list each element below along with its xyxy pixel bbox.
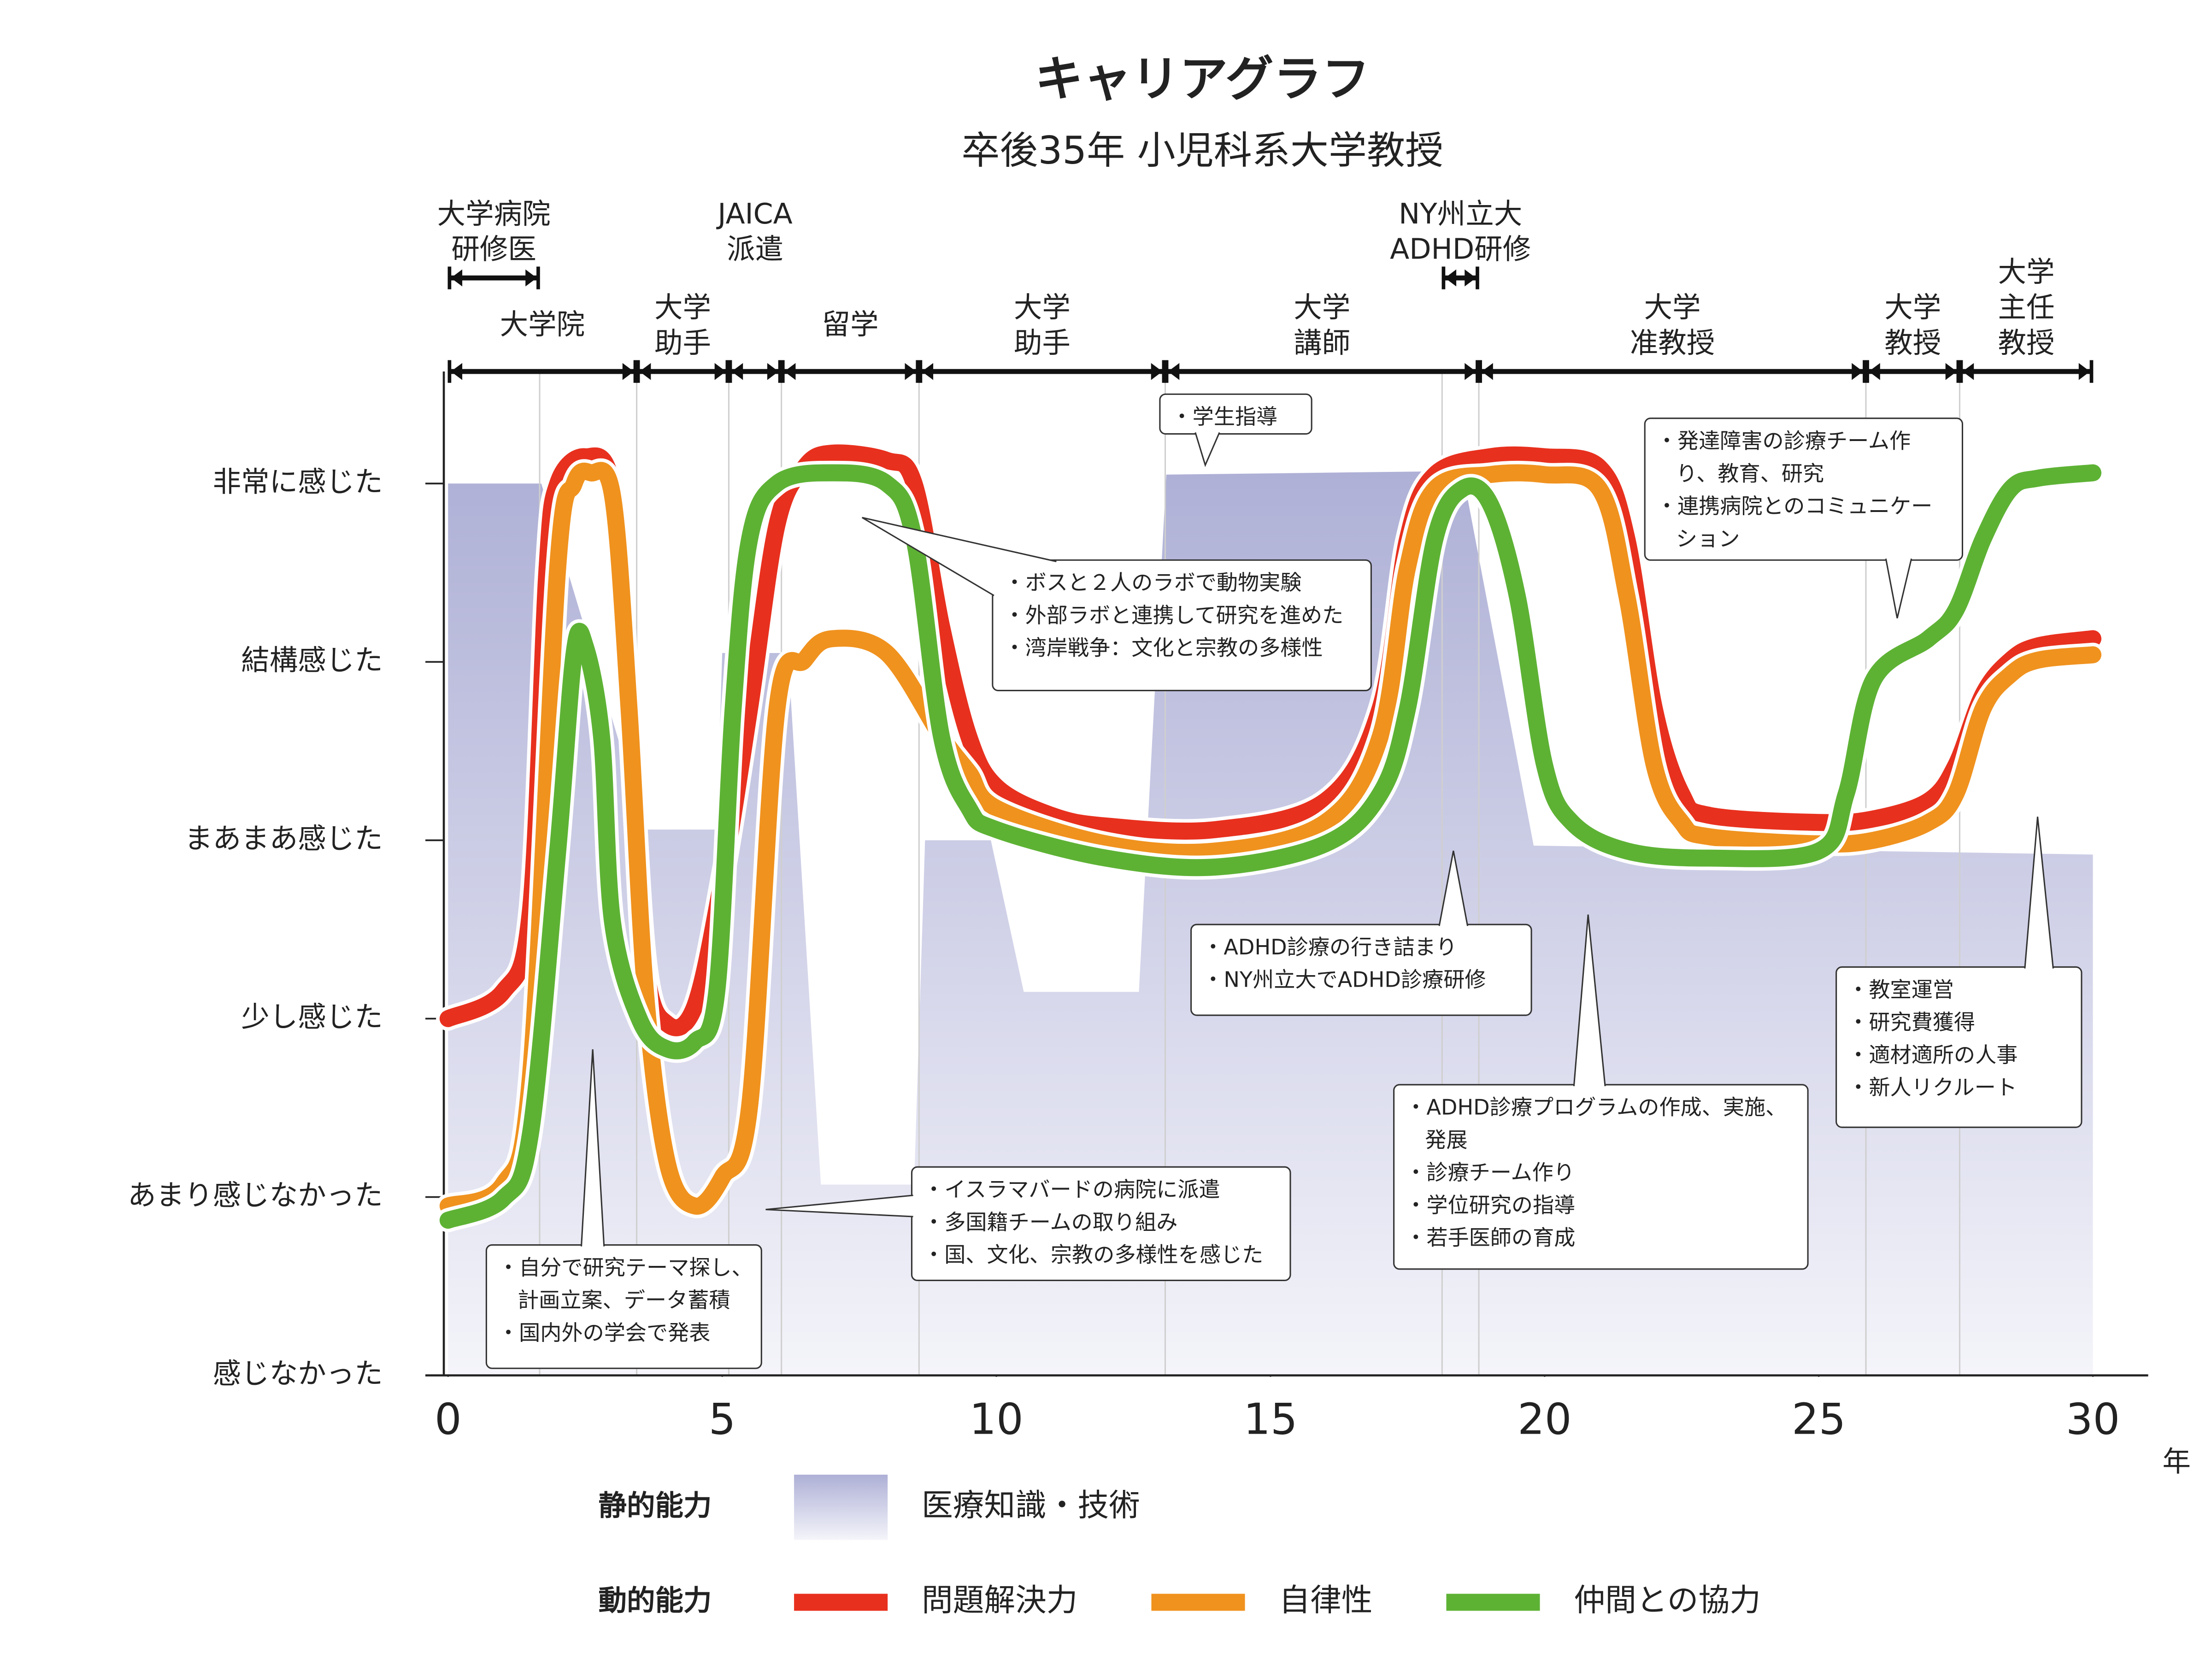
callout-text: ・学生指導 (1171, 404, 1278, 429)
phase-label: 大学 (1014, 291, 1071, 324)
sub-phase-label: 研修医 (451, 233, 536, 266)
sub-phase-label: NY州立大 (1399, 197, 1522, 230)
callout-text: ・多国籍チームの取り組み (923, 1210, 1177, 1235)
chart-subtitle: 卒後35年 小児科系大学教授 (961, 128, 1443, 173)
callout-box (1190, 924, 1532, 1016)
y-tick-label: 非常に感じた (213, 465, 383, 498)
legend-group: 動的能力 (599, 1584, 712, 1617)
legend-swatch (794, 1475, 888, 1540)
phase-arrow (1445, 269, 1476, 287)
phase-label: 講師 (1294, 326, 1350, 359)
callout-pointer (2024, 817, 2054, 969)
callout-pointer (861, 517, 1057, 596)
callout-text: ・新人リクルート (1847, 1075, 2017, 1100)
legend-label: 自律性 (1279, 1582, 1372, 1618)
chart-title: キャリアグラフ (1035, 51, 1370, 107)
phase-label: 助手 (1014, 326, 1071, 359)
callout-pointer (581, 1049, 605, 1247)
sub-phase-label: 大学病院 (437, 197, 551, 230)
y-tick-label: まあまあ感じた (184, 822, 383, 855)
callout-text: ・NY州立大でADHD診療研修 (1202, 967, 1486, 992)
phase-label: 派遣 (727, 233, 783, 266)
x-tick-label: 10 (969, 1394, 1023, 1444)
sub-phase-label: ADHD研修 (1390, 233, 1531, 266)
x-tick-label: 0 (435, 1394, 462, 1444)
phase-label: 教授 (1998, 326, 2054, 359)
callout-text: ・若手医師の育成 (1405, 1225, 1575, 1250)
legend-label: 医療知識・技術 (922, 1487, 1140, 1523)
y-tick-label: 感じなかった (213, 1357, 383, 1390)
callout-text: ション (1676, 526, 1740, 551)
callout-pointer (1438, 850, 1469, 926)
phase-label: 准教授 (1630, 326, 1715, 359)
callout-box (1644, 418, 1963, 561)
callout-text: ・国内外の学会で発表 (498, 1320, 710, 1345)
phase-label: 教授 (1884, 326, 1941, 359)
legend-label: 仲間との協力 (1574, 1582, 1760, 1618)
y-tick-label: あまり感じなかった (128, 1179, 383, 1212)
callout-text: ・自分で研究テーマ探し、 (498, 1255, 753, 1280)
x-axis-label: 年 (2162, 1445, 2191, 1478)
callout-box (992, 559, 1372, 691)
callout-text: ・湾岸戦争：文化と宗教の多様性 (1004, 635, 1323, 660)
callout-text: ・学位研究の指導 (1405, 1193, 1575, 1218)
phase-label: 主任 (1998, 291, 2054, 324)
callout-text: ・発達障害の診療チーム作 (1656, 429, 1911, 453)
callout-text: 発展 (1425, 1127, 1467, 1152)
callout-pointer (765, 1194, 913, 1218)
x-tick-label: 25 (1792, 1394, 1846, 1444)
phase-label: 大学 (1998, 255, 2054, 288)
callout-text: ・ボスと２人のラボで動物実験 (1004, 570, 1301, 595)
callout-box (485, 1244, 762, 1369)
line (439, 464, 2101, 1229)
callout-pointer (1194, 432, 1220, 467)
callout-pointer (1885, 558, 1912, 618)
legend-label: 問題解決力 (922, 1582, 1077, 1618)
callout-text: ・連携病院とのコミュニケー (1656, 494, 1932, 518)
line (439, 462, 2101, 1215)
phase-label: 助手 (654, 326, 711, 359)
callout-text: ・適材適所の人事 (1847, 1042, 2018, 1067)
callout-box (1159, 393, 1312, 435)
phase-label: 大学 (1644, 291, 1700, 324)
legend-swatch (1446, 1594, 1540, 1611)
x-tick-label: 20 (1518, 1394, 1571, 1444)
phase-label: 大学 (1884, 291, 1941, 324)
callout-text: り、教育、研究 (1676, 461, 1824, 486)
phase-label: JAICA (716, 197, 792, 230)
callout-text: ・ADHD診療の行き詰まり (1202, 935, 1457, 959)
callout-box (911, 1166, 1291, 1282)
phase-label: 大学 (654, 291, 711, 324)
phase-label: 大学 (1294, 291, 1350, 324)
callout-text: 計画立案、データ蓄積 (518, 1288, 730, 1312)
callout-text: ・教室運営 (1847, 977, 1954, 1002)
callout-text: ・イスラマバードの病院に派遣 (923, 1177, 1220, 1202)
x-tick-label: 30 (2066, 1394, 2120, 1444)
phase-label: 大学院 (500, 308, 585, 341)
phase-label: 留学 (822, 308, 878, 341)
phase-arrow (731, 363, 779, 380)
callout-text: ・国、文化、宗教の多様性を感じた (923, 1242, 1263, 1267)
legend-group: 静的能力 (599, 1489, 712, 1522)
x-tick-label: 5 (709, 1394, 736, 1444)
callout-text: ・診療チーム作り (1405, 1160, 1575, 1185)
callout-text: ・研究費獲得 (1847, 1010, 1975, 1035)
legend-swatch (1151, 1594, 1245, 1611)
y-tick-label: 少し感じた (241, 1000, 383, 1034)
legend-swatch (794, 1594, 888, 1611)
callout-box (1835, 966, 2083, 1128)
x-tick-label: 15 (1243, 1394, 1297, 1444)
y-tick-label: 結構感じた (241, 643, 383, 677)
callout-text: ・外部ラボと連携して研究を進めた (1004, 603, 1343, 628)
callout-text: ・ADHD診療プログラムの作成、実施、 (1405, 1095, 1787, 1120)
callout-pointer (1573, 914, 1606, 1087)
